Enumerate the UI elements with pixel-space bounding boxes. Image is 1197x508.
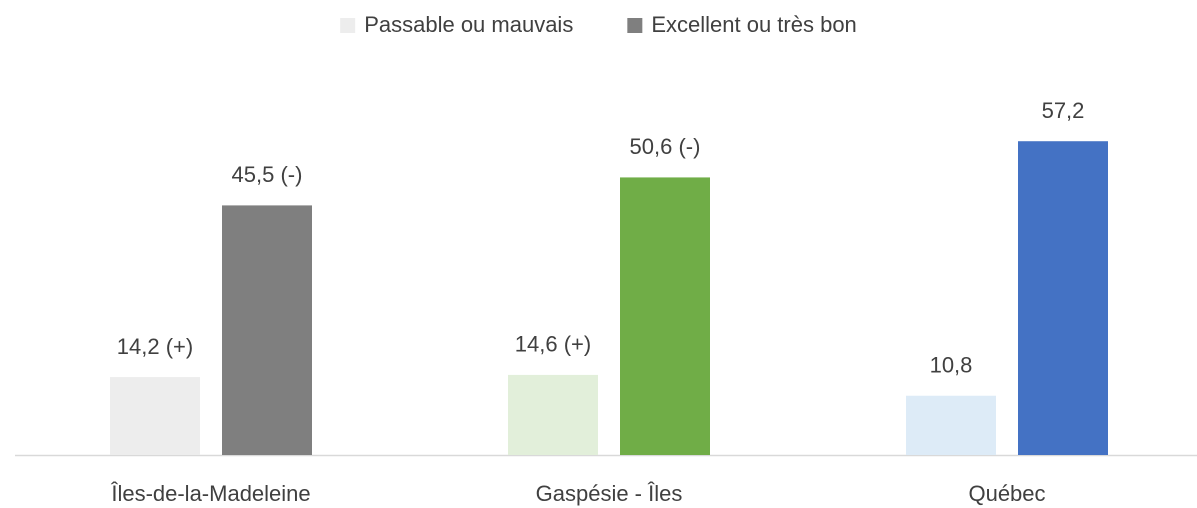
data-label: 14,2 (+) [117, 334, 193, 359]
legend-swatch [627, 18, 643, 33]
bar [222, 205, 312, 455]
bar [906, 395, 996, 455]
bar [110, 377, 200, 455]
bar [1018, 141, 1108, 455]
legend-label: Excellent ou très bon [651, 12, 856, 37]
x-tick-label: Québec [968, 481, 1045, 506]
data-label: 10,8 [930, 353, 973, 378]
data-label: 50,6 (-) [630, 134, 701, 159]
data-label: 14,6 (+) [515, 332, 591, 357]
x-tick-label: Îles-de-la-Madeleine [110, 481, 310, 506]
legend-label: Passable ou mauvais [364, 12, 573, 37]
legend: Passable ou mauvais Excellent ou très bon [340, 12, 857, 37]
data-label: 57,2 [1042, 98, 1085, 123]
bar [508, 374, 598, 455]
bar [620, 177, 710, 455]
x-tick-label: Gaspésie - Îles [536, 481, 683, 506]
legend-swatch [340, 18, 356, 33]
data-label: 45,5 (-) [232, 162, 303, 187]
